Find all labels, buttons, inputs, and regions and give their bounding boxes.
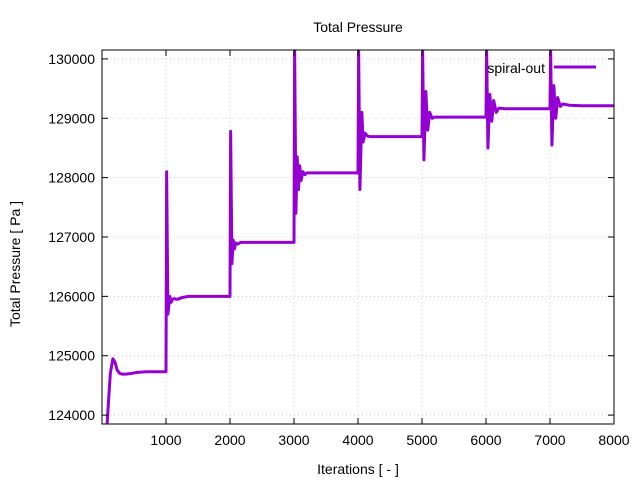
x-axis-label: Iterations [ - ] xyxy=(317,461,399,477)
x-tick-labels: 1000 2000 3000 4000 5000 6000 7000 8000 xyxy=(150,432,629,448)
y-tick-label: 125000 xyxy=(48,348,95,364)
x-tick-label: 4000 xyxy=(342,432,373,448)
y-tick-label: 128000 xyxy=(48,170,95,186)
y-tick-label: 130000 xyxy=(48,51,95,67)
y-axis-label: Total Pressure [ Pa ] xyxy=(7,201,23,327)
y-tick-label: 129000 xyxy=(48,110,95,126)
series-line-spiral-out xyxy=(105,50,614,424)
x-tick-label: 5000 xyxy=(406,432,437,448)
y-tick-label: 126000 xyxy=(48,288,95,304)
y-tick-labels: 124000 125000 126000 127000 128000 129000 1300… xyxy=(48,51,95,423)
x-tick-label: 6000 xyxy=(470,432,501,448)
axis-ticks xyxy=(102,50,615,424)
x-tick-label: 8000 xyxy=(598,432,629,448)
plot-area xyxy=(105,50,614,424)
y-tick-label: 127000 xyxy=(48,229,95,245)
legend: spiral-out xyxy=(487,60,596,76)
y-tick-label: 124000 xyxy=(48,407,95,423)
x-tick-label: 3000 xyxy=(278,432,309,448)
x-tick-label: 2000 xyxy=(214,432,245,448)
legend-label: spiral-out xyxy=(487,60,545,76)
x-tick-label: 7000 xyxy=(534,432,565,448)
x-tick-label: 1000 xyxy=(150,432,181,448)
chart-title: Total Pressure xyxy=(313,19,403,35)
